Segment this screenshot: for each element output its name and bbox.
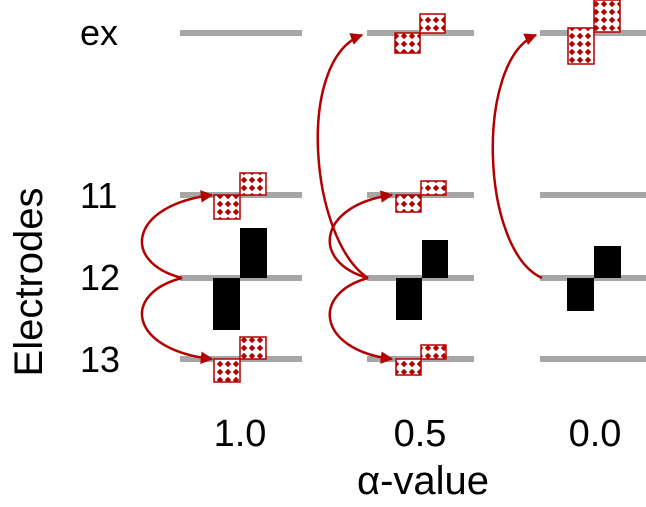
patterned-block	[567, 27, 595, 65]
patterned-block	[213, 194, 241, 220]
row-label-12: 12	[80, 257, 120, 298]
patterned-block	[593, 0, 621, 33]
patterned-block	[213, 358, 241, 383]
positive-block	[240, 228, 267, 278]
column-1-0	[140, 30, 302, 383]
patterned-block	[394, 32, 421, 54]
patterned-block	[420, 344, 447, 360]
negative-block	[213, 278, 240, 330]
column-label-0-0: 0.0	[569, 413, 622, 455]
column-0-0	[491, 0, 646, 362]
arrow-12-to-13	[328, 276, 394, 364]
patterned-block	[395, 194, 422, 213]
patterned-block	[420, 180, 447, 196]
arrow-12-to-ex	[316, 33, 369, 280]
column-0-5	[316, 13, 474, 376]
patterned-block	[395, 358, 422, 376]
row-label-ex: ex	[80, 12, 118, 53]
positive-block	[594, 246, 621, 278]
arrow-12-to-11	[140, 190, 214, 280]
arrow-12-to-ex	[491, 33, 543, 280]
negative-block	[567, 278, 594, 311]
positive-block	[422, 240, 448, 278]
column-label-0-5: 0.5	[394, 413, 447, 455]
arrow-12-to-13	[140, 276, 214, 364]
row-label-11: 11	[80, 175, 117, 216]
column-label-1-0: 1.0	[214, 413, 267, 455]
y-axis-label: Electrodes	[7, 188, 51, 377]
patterned-block	[239, 336, 267, 360]
patterned-block	[239, 172, 267, 196]
arrow-12-to-11	[328, 190, 394, 280]
row-label-13: 13	[80, 339, 120, 380]
patterned-block	[419, 13, 446, 34]
x-axis-label: α-value	[357, 459, 489, 503]
negative-block	[396, 278, 422, 320]
